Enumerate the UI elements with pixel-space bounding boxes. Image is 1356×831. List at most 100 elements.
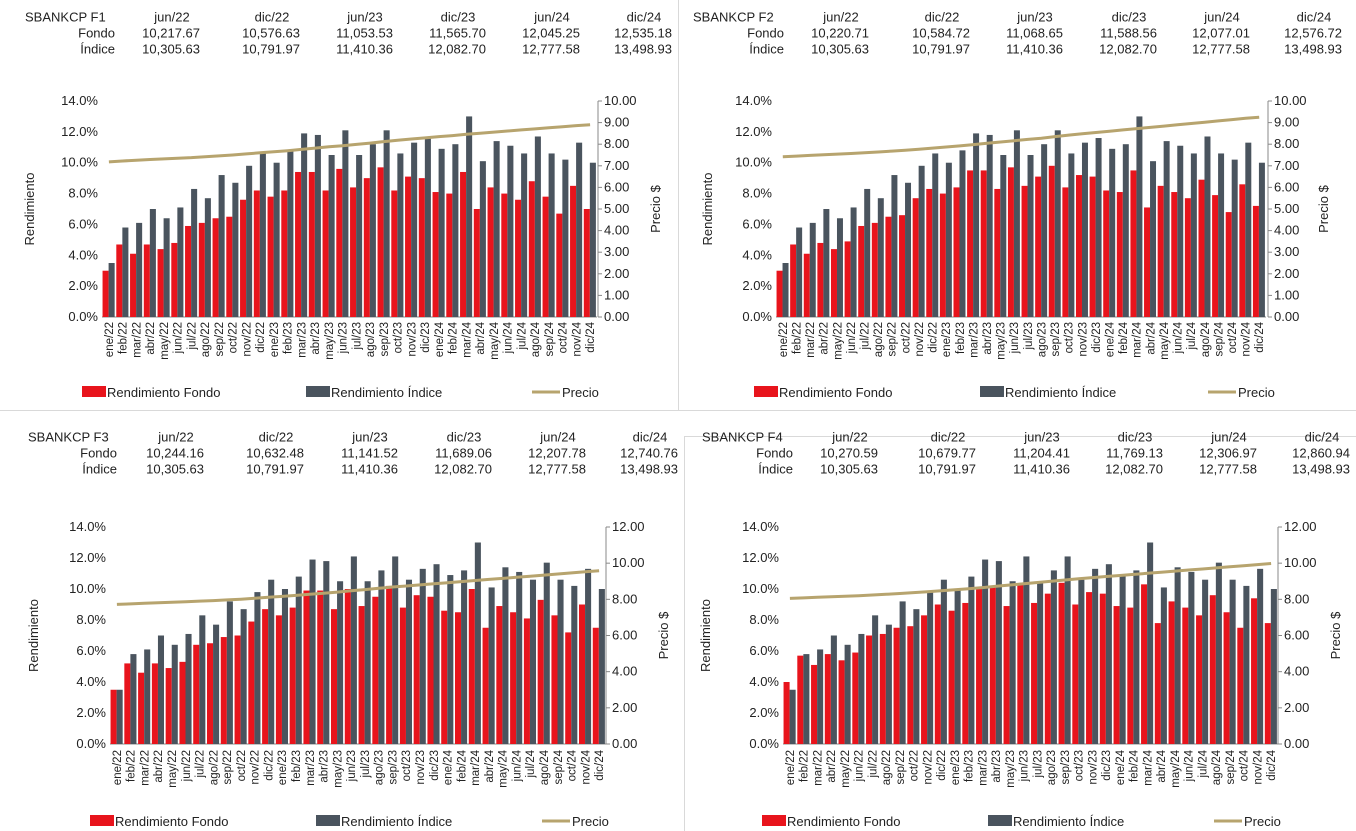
x-tick-label: ago/24 (1200, 321, 1212, 357)
fund-name: SBANKCP F2 (693, 10, 774, 25)
bar-indice (502, 567, 509, 744)
y-tick-label: 8.0% (742, 186, 772, 201)
bar-indice (918, 165, 925, 317)
row-label-indice: Índice (80, 42, 115, 57)
y2-tick-label: 1.00 (604, 287, 629, 302)
bar-indice (836, 218, 843, 317)
bar-indice (240, 609, 247, 744)
period-header: jun/22 (153, 10, 189, 25)
bar-indice (337, 581, 344, 744)
bar-indice (199, 615, 206, 744)
bar-indice (281, 589, 289, 744)
bar-fondo (921, 615, 928, 744)
bar-indice (877, 198, 884, 317)
panel-divider-horizontal-lower (684, 436, 1356, 437)
y-axis-label: Rendimiento (26, 599, 41, 672)
x-tick-label: ene/23 (269, 322, 281, 357)
bar-indice (309, 559, 316, 744)
x-tick-label: jun/24 (503, 321, 515, 354)
bar-indice (1258, 162, 1265, 317)
bar-fondo (248, 621, 255, 744)
x-tick-label: jun/22 (181, 750, 193, 782)
bar-indice (204, 198, 211, 317)
x-tick-label: nov/23 (1087, 750, 1099, 785)
period-header: dic/24 (627, 10, 662, 25)
bar-fondo (267, 196, 274, 317)
y2-axis-label: Precio $ (656, 611, 671, 659)
bar-indice (1188, 571, 1195, 744)
x-tick-label: ago/22 (873, 322, 885, 357)
x-tick-label: jul/23 (1023, 322, 1035, 351)
bar-indice (1013, 130, 1020, 317)
bar-indice (850, 207, 857, 317)
fondo-value: 10,217.67 (142, 26, 200, 41)
bar-fondo (441, 610, 448, 744)
fondo-value: 11,141.52 (341, 446, 398, 461)
legend-swatch-indice (316, 815, 340, 826)
x-tick-label: jun/22 (846, 322, 858, 354)
x-tick-label: ago/23 (374, 750, 386, 785)
x-tick-label: abr/23 (991, 750, 1003, 783)
row-label-fondo: Fondo (747, 26, 784, 41)
bar-indice (411, 142, 418, 317)
bar-fondo (565, 632, 572, 744)
bar-fondo (363, 178, 370, 317)
legend-swatch-indice (988, 815, 1012, 826)
legend-label-indice: Rendimiento Índice (341, 814, 452, 829)
chart-svg-f4: SBANKCP F4FondoÍndicejun/2210,270.5910,3… (698, 430, 1350, 829)
bar-fondo (556, 213, 563, 317)
x-tick-label: may/22 (840, 750, 852, 788)
bar-fondo (253, 190, 260, 317)
x-tick-label: ago/23 (1046, 750, 1058, 785)
x-tick-label: abr/22 (145, 322, 157, 355)
bar-indice (1109, 148, 1116, 317)
legend-label-fondo: Rendimiento Fondo (115, 814, 228, 829)
bar-fondo (1171, 192, 1178, 317)
bar-indice (891, 175, 898, 317)
y2-tick-label: 9.00 (604, 115, 629, 130)
bar-fondo (817, 242, 824, 317)
bar-indice (1050, 570, 1057, 744)
legend-swatch-indice (980, 386, 1004, 397)
bar-fondo (1127, 607, 1134, 744)
x-tick-label: abr/24 (484, 749, 496, 782)
bar-fondo (989, 585, 996, 744)
bar-indice (1136, 116, 1143, 317)
x-tick-label: nov/23 (406, 322, 418, 357)
bar-fondo (1116, 192, 1123, 317)
bar-fondo (143, 244, 150, 317)
x-tick-label: may/23 (324, 322, 336, 360)
legend-swatch-indice (306, 386, 330, 397)
fondo-value: 12,860.94 (1292, 446, 1350, 461)
bar-fondo (446, 193, 453, 317)
line-precio (116, 569, 600, 606)
period-header: jun/22 (822, 10, 858, 25)
y-axis-label: Rendimiento (22, 173, 37, 246)
y-tick-label: 2.0% (742, 278, 772, 293)
fondo-value: 12,535.18 (614, 26, 672, 41)
fondo-value: 10,584.72 (912, 26, 970, 41)
period-header: jun/23 (1023, 430, 1059, 445)
bar-fondo (962, 602, 969, 744)
row-label-fondo: Fondo (756, 446, 793, 461)
bar-indice (116, 689, 123, 744)
y-tick-label: 2.0% (749, 705, 779, 720)
panel-divider-vertical-lower (684, 436, 685, 831)
y-tick-label: 6.0% (76, 643, 106, 658)
bar-indice (136, 222, 143, 317)
indice-value: 12,777.58 (522, 42, 580, 57)
x-tick-label: ene/24 (1104, 321, 1116, 357)
x-tick-label: mar/24 (461, 321, 473, 357)
bar-fondo (967, 170, 974, 317)
indice-value: 10,791.97 (246, 462, 304, 477)
bar-indice (529, 579, 537, 744)
x-tick-label: jul/22 (867, 750, 879, 779)
y2-tick-label: 8.00 (1284, 591, 1309, 606)
period-header: dic/23 (447, 430, 482, 445)
chart-panel-f3: SBANKCP F3 Fondo Índice jun/22 10,244.16 10,3… (0, 420, 684, 831)
x-tick-label: ene/22 (785, 750, 797, 785)
bar-indice (1081, 142, 1088, 317)
bar-fondo (907, 626, 914, 744)
fondo-value: 10,220.71 (811, 26, 869, 41)
x-tick-label: nov/22 (914, 322, 926, 357)
